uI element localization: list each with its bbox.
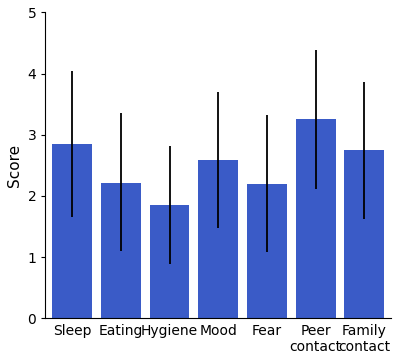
Bar xyxy=(247,184,287,318)
Bar xyxy=(101,183,141,318)
Bar xyxy=(296,119,336,318)
Bar xyxy=(150,205,190,318)
Bar xyxy=(344,150,384,318)
Bar xyxy=(198,161,238,318)
Y-axis label: Score: Score xyxy=(7,144,22,187)
Bar xyxy=(52,144,92,318)
